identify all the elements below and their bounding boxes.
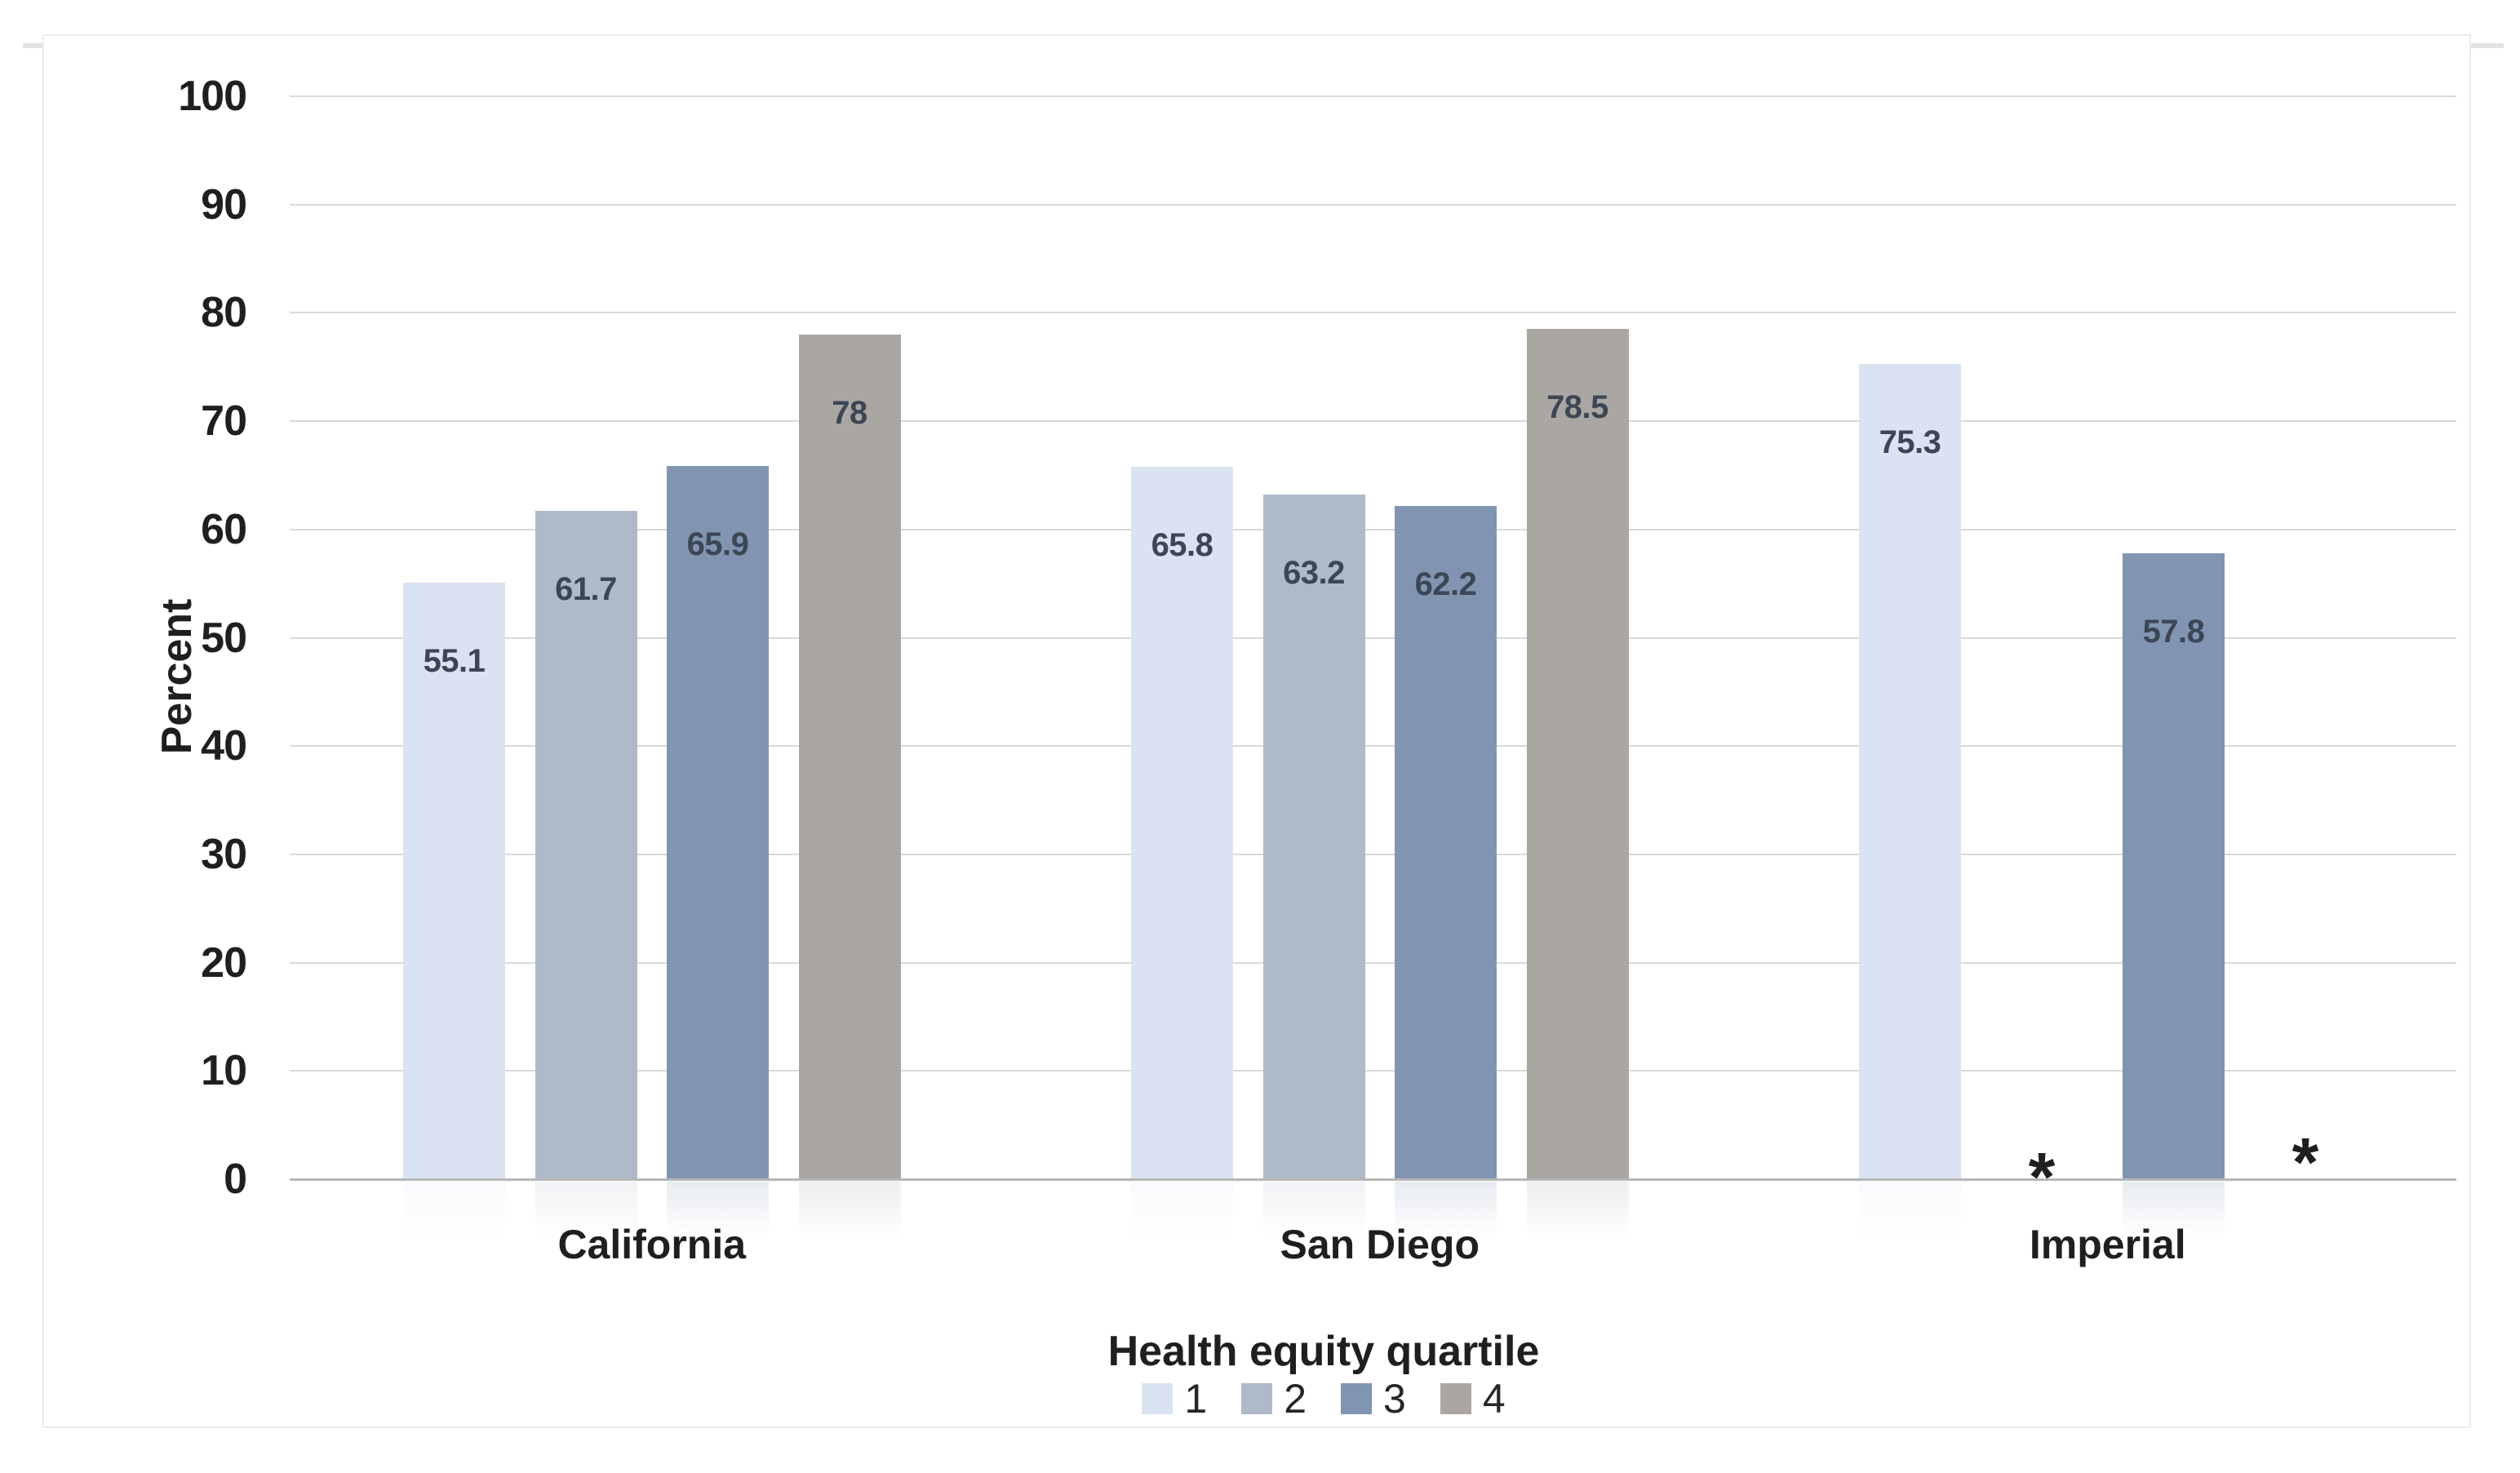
y-tick-label-70: 70: [201, 397, 247, 446]
bar-reflection: [1262, 1182, 1365, 1239]
legend-title: Health equity quartile: [1107, 1328, 1540, 1375]
gridline-40: [290, 745, 2456, 748]
gridline-100: [290, 95, 2456, 97]
legend-swatch-icon: [1440, 1383, 1471, 1414]
suppressed-marker: *: [2028, 1138, 2056, 1215]
x-category-label-san-diego: San Diego: [1280, 1222, 1480, 1267]
bar-california-q2: 61.7: [535, 511, 637, 1179]
legend-item-quartile-3: 3: [1341, 1378, 1406, 1420]
legend-label: 2: [1284, 1376, 1307, 1422]
legend-swatch-icon: [1241, 1383, 1273, 1414]
bar-value-label: 62.2: [1414, 566, 1477, 602]
bar-california-q1: 55.1: [403, 582, 505, 1179]
y-tick-label-10: 10: [201, 1047, 247, 1095]
bar-san-diego-q2: 63.2: [1262, 495, 1365, 1179]
bar-reflection: [1859, 1182, 1961, 1239]
bar-reflection: [535, 1182, 637, 1239]
bar-california-q4: 78: [798, 334, 901, 1179]
bar-value-label: 61.7: [555, 571, 617, 608]
bar-california-q3: 65.9: [667, 465, 769, 1179]
bar-reflection: [403, 1182, 505, 1239]
gridline-90: [290, 203, 2456, 206]
legend-label: 1: [1184, 1376, 1208, 1422]
y-tick-label-0: 0: [224, 1156, 247, 1203]
gridline-80: [290, 312, 2456, 314]
chart-frame: 0 10 20 30 40 50 60 70 80 90 100 55.1 61.7 65.9 78 65.8…: [42, 34, 2471, 1428]
bar-reflection: [1395, 1182, 1497, 1239]
gridline-60: [290, 528, 2456, 530]
y-tick-label-80: 80: [201, 289, 247, 337]
bar-reflection: [1131, 1182, 1233, 1239]
y-axis-title: Percent: [153, 598, 201, 755]
y-tick-label-60: 60: [201, 505, 247, 553]
bar-value-label: 65.9: [686, 526, 749, 562]
y-tick-label-50: 50: [201, 614, 247, 662]
gridline-30: [290, 853, 2456, 855]
bar-san-diego-q4: 78.5: [1526, 329, 1629, 1179]
bar-reflection: [2123, 1182, 2225, 1239]
suppressed-marker: *: [2292, 1124, 2319, 1200]
legend-label: 3: [1383, 1376, 1406, 1422]
legend: 1 2 3 4: [508, 1378, 2140, 1420]
legend-label: 4: [1482, 1376, 1506, 1422]
x-axis-line: [290, 1178, 2456, 1181]
bar-value-label: 78: [832, 394, 867, 431]
y-tick-label-30: 30: [201, 830, 247, 878]
bar-value-label: 75.3: [1879, 424, 1941, 460]
x-category-label-imperial: Imperial: [2029, 1222, 2186, 1267]
bar-reflection: [1526, 1182, 1629, 1239]
legend-item-quartile-2: 2: [1241, 1378, 1307, 1420]
bar-san-diego-q1: 65.8: [1131, 466, 1233, 1179]
y-tick-label-100: 100: [178, 73, 247, 120]
legend-item-quartile-4: 4: [1440, 1378, 1506, 1420]
bar-reflection: [798, 1182, 901, 1239]
y-tick-label-20: 20: [201, 938, 247, 987]
bar-san-diego-q3: 62.2: [1395, 505, 1497, 1179]
bar-value-label: 57.8: [2142, 613, 2205, 650]
gridline-50: [290, 637, 2456, 639]
bar-value-label: 65.8: [1151, 526, 1213, 563]
plot-area: 0 10 20 30 40 50 60 70 80 90 100 55.1 61.7 65.9 78 65.8…: [44, 36, 2466, 1423]
bar-reflection: [667, 1182, 769, 1239]
gridline-70: [290, 420, 2456, 423]
x-category-label-california: California: [557, 1222, 747, 1267]
bar-value-label: 78.5: [1546, 389, 1608, 426]
bar-value-label: 63.2: [1283, 555, 1345, 592]
gridline-20: [290, 961, 2456, 964]
legend-swatch-icon: [1341, 1383, 1372, 1414]
legend-swatch-icon: [1142, 1383, 1173, 1414]
y-tick-label-40: 40: [201, 722, 247, 770]
legend-item-quartile-1: 1: [1142, 1378, 1207, 1420]
bar-imperial-q1: 75.3: [1859, 363, 1961, 1179]
bar-value-label: 55.1: [423, 642, 486, 679]
bar-imperial-q3: 57.8: [2123, 552, 2225, 1179]
gridline-10: [290, 1070, 2456, 1072]
y-tick-label-90: 90: [201, 180, 247, 228]
